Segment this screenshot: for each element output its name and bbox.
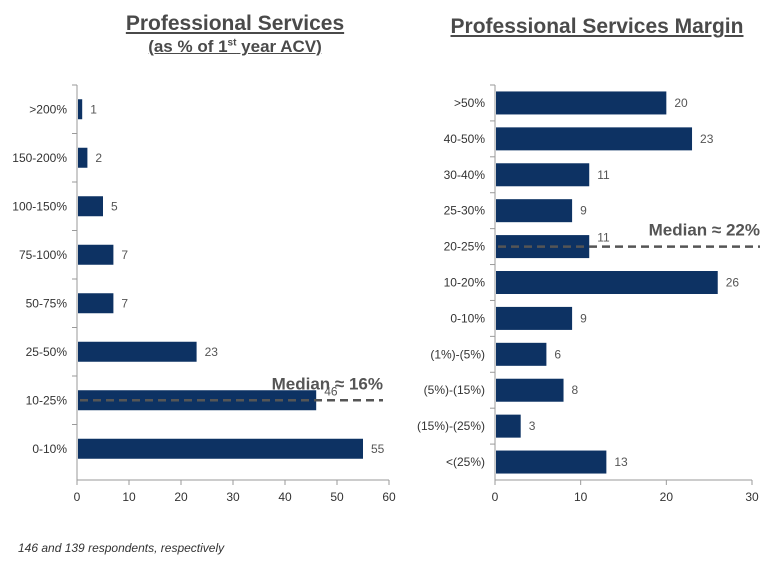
chart1-bar-2 [78, 196, 103, 217]
chart1-bar-4 [78, 293, 114, 314]
chart2-x-tick-label-3: 30 [745, 490, 759, 504]
chart2-bar-8 [496, 378, 564, 402]
chart2-median-label: Median ≈ 22% [649, 221, 760, 240]
chart2-bar-6 [496, 306, 573, 330]
chart1-bar-1 [78, 147, 88, 168]
chart2-category-label-1: 40-50% [444, 132, 486, 146]
chart1-value-label-5: 23 [205, 345, 219, 359]
chart1-x-tick-label-5: 50 [330, 490, 344, 504]
chart2-bar-10 [496, 450, 607, 474]
chart2-category-label-6: 0-10% [450, 311, 485, 325]
chart2-value-label-5: 26 [726, 276, 740, 290]
chart2-x-tick-label-0: 0 [492, 490, 499, 504]
chart1-category-label-7: 0-10% [32, 442, 67, 456]
chart2-category-label-9: (15%)-(25%) [417, 419, 485, 433]
chart2-bar-3 [496, 199, 573, 223]
chart1-value-label-3: 7 [121, 248, 128, 262]
chart1-bar-7 [78, 438, 363, 459]
chart1-x-tick-label-1: 10 [122, 490, 136, 504]
chart1-x-tick-label-0: 0 [74, 490, 81, 504]
chart2-value-label-0: 20 [674, 96, 688, 110]
chart1-x-tick-label-3: 30 [226, 490, 240, 504]
chart2-category-label-2: 30-40% [444, 168, 486, 182]
chart2-value-label-1: 23 [700, 132, 714, 146]
chart2-value-label-3: 9 [580, 204, 587, 218]
chart2-value-label-8: 8 [572, 383, 579, 397]
chart2-value-label-10: 13 [614, 455, 628, 469]
chart1-value-label-0: 1 [90, 102, 97, 116]
chart1-bar-3 [78, 244, 114, 265]
chart2-bar-0 [496, 91, 667, 115]
chart1-subtitle-prefix: (as % of 1 [148, 37, 228, 56]
chart2-category-label-3: 25-30% [444, 204, 486, 218]
chart1-subtitle: (as % of 1st year ACV) [70, 37, 400, 57]
chart2-category-label-10: <(25%) [446, 455, 485, 469]
chart1-subtitle-sup: st [227, 37, 237, 49]
chart2-value-label-6: 9 [580, 311, 587, 325]
chart1-x-tick-label-6: 60 [382, 490, 396, 504]
chart1-category-label-6: 10-25% [26, 393, 68, 407]
chart1-bar-0 [78, 99, 83, 120]
chart1-title-main: Professional Services [125, 12, 345, 35]
chart1-subtitle-suffix: year ACV) [236, 37, 322, 56]
chart2-x-tick-label-1: 10 [574, 490, 588, 504]
chart1-median-label: Median ≈ 16% [272, 374, 383, 393]
chart2-value-label-4: 11 [597, 231, 610, 245]
chart2-value-label-9: 3 [529, 419, 536, 433]
chart1-category-label-5: 25-50% [26, 345, 68, 359]
chart1-category-label-0: >200% [29, 102, 67, 116]
chart2-title: Professional Services Margin [450, 15, 744, 38]
chart2-bar-5 [496, 271, 718, 294]
chart2-bar-9 [496, 414, 521, 438]
chart1-value-label-7: 55 [371, 442, 385, 456]
chart1-category-label-3: 75-100% [19, 248, 67, 262]
chart1-value-label-6: 46 [324, 384, 338, 398]
footnote: 146 and 139 respondents, respectively [18, 541, 225, 555]
chart1-value-label-4: 7 [121, 296, 128, 310]
chart1-x-tick-label-2: 20 [174, 490, 188, 504]
chart1-value-label-2: 5 [111, 199, 118, 213]
chart1-value-label-1: 2 [95, 151, 102, 165]
chart1-bar-5 [78, 341, 197, 362]
chart2-category-label-4: 20-25% [444, 240, 486, 254]
chart1-title: Professional Services (as % of 1st year … [70, 12, 400, 57]
chart2-value-label-2: 11 [597, 168, 610, 182]
chart2-bar-2 [496, 163, 590, 187]
chart1-category-label-4: 50-75% [26, 296, 68, 310]
chart2-bar-7 [496, 342, 547, 366]
chart2-category-label-5: 10-20% [444, 276, 486, 290]
chart2-bar-1 [496, 127, 693, 151]
chart1-category-label-1: 150-200% [12, 151, 67, 165]
chart2-value-label-7: 6 [554, 347, 561, 361]
chart2-category-label-0: >50% [454, 96, 485, 110]
chart1-category-label-2: 100-150% [12, 199, 67, 213]
chart1-x-tick-label-4: 40 [278, 490, 292, 504]
chart2-category-label-7: (1%)-(5%) [430, 347, 485, 361]
chart2-category-label-8: (5%)-(15%) [424, 383, 485, 397]
chart2-x-tick-label-2: 20 [660, 490, 674, 504]
